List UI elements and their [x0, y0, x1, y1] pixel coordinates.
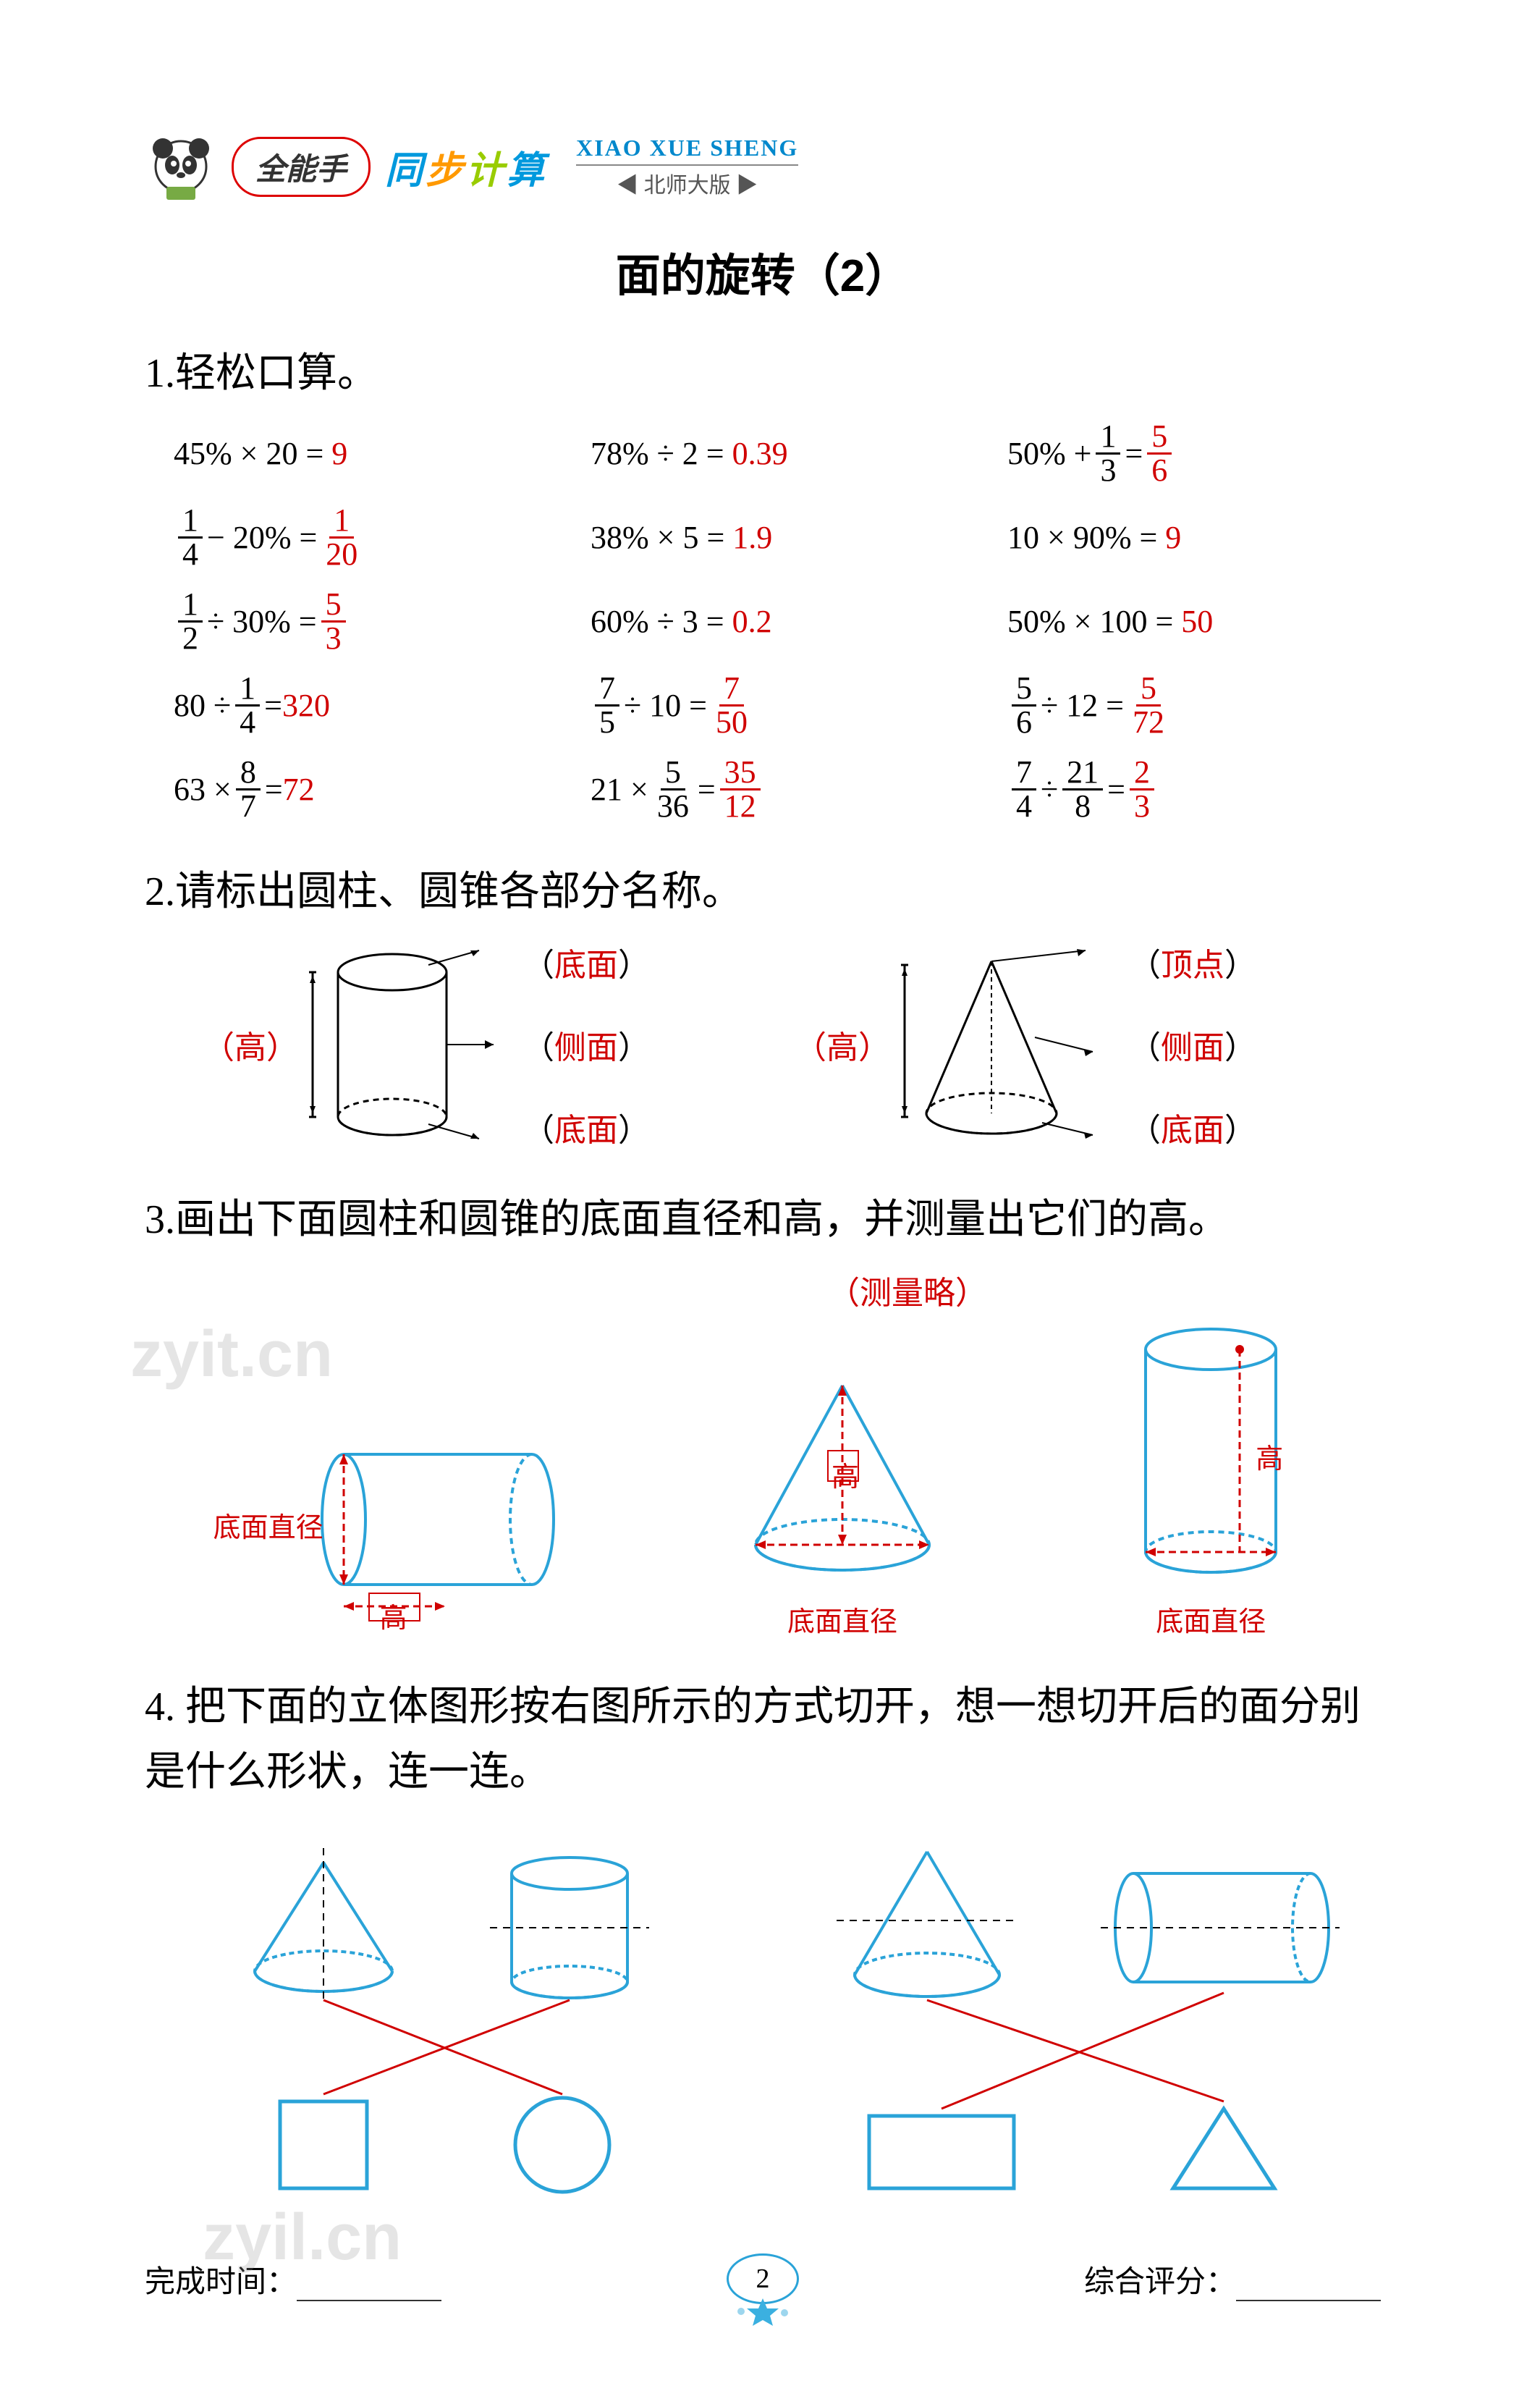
- q4-title: 4. 把下面的立体图形按右图所示的方式切开，想一想切开后的面分别是什么形状，连一…: [145, 1675, 1381, 1805]
- equation: 12 ÷ 30% = 53: [174, 589, 547, 654]
- equation: 10 × 90% = 9: [1007, 505, 1381, 570]
- equation: 50% + 13 = 56: [1007, 421, 1381, 486]
- page-number: 2: [727, 2253, 799, 2304]
- q4-figures: [145, 1834, 1381, 2196]
- equation: 45% × 20 = 9: [174, 421, 547, 486]
- equation: 14 − 20% = 120: [174, 505, 547, 570]
- diameter-label: 底面直径: [213, 1505, 323, 1545]
- q1-title: 1.轻松口算。: [145, 340, 1381, 399]
- q1-grid: 45% × 20 = 9 78% ÷ 2 = 0.39 50% + 13 = 5…: [174, 421, 1381, 822]
- equation: 63 × 87 = 72: [174, 756, 547, 822]
- q3-figures: 底面直径 高 高 底面直径: [145, 1320, 1381, 1639]
- label: （侧面）: [522, 1021, 650, 1068]
- equation: 78% ÷ 2 = 0.39: [591, 421, 964, 486]
- q2-figures: （高） （底面） （侧面）: [203, 939, 1381, 1150]
- page-header: 全能手 同步计算 XIAO XUE SHENG ◀ 北师大版 ▶: [145, 130, 1381, 203]
- q3-title: 3.画出下面圆柱和圆锥的底面直径和高，并测量出它们的高。: [145, 1186, 1381, 1245]
- height-label: （高）: [795, 1021, 890, 1068]
- label: （侧面）: [1129, 1021, 1256, 1068]
- equation: 50% × 100 = 50: [1007, 589, 1381, 654]
- q4-left-icon: [200, 1834, 707, 2196]
- diameter-label: 底面直径: [1109, 1599, 1312, 1639]
- star-decoration-icon: [727, 2297, 799, 2326]
- q3-note: （测量略）: [434, 1267, 1381, 1313]
- q2-title: 2.请标出圆柱、圆锥各部分名称。: [145, 859, 1381, 917]
- equation: 21 × 536 = 3512: [591, 756, 964, 822]
- label: （底面）: [1129, 1104, 1256, 1150]
- equation: 56 ÷ 12 = 572: [1007, 672, 1381, 738]
- header-pinyin: XIAO XUE SHENG: [576, 135, 798, 161]
- height-label: （高）: [203, 1021, 298, 1068]
- equation: 80 ÷ 14 = 320: [174, 672, 547, 738]
- label: （顶点）: [1129, 939, 1256, 985]
- page-title: 面的旋转（2）: [145, 239, 1381, 304]
- label: （底面）: [522, 939, 650, 985]
- header-publisher: ◀ 北师大版 ▶: [576, 164, 798, 199]
- footer-right: 综合评分：: [1084, 2257, 1381, 2301]
- cone-icon: [897, 943, 1114, 1146]
- equation: 74 ÷ 218 = 23: [1007, 756, 1381, 822]
- height-label: 高: [832, 1454, 859, 1494]
- cylinder-icon: [305, 943, 508, 1146]
- diameter-label: 底面直径: [712, 1599, 973, 1639]
- label: （底面）: [522, 1104, 650, 1150]
- height-label: 高: [380, 1595, 407, 1635]
- equation: 60% ÷ 3 = 0.2: [591, 589, 964, 654]
- header-badge: 全能手: [232, 137, 371, 197]
- header-logo: 同步计算: [385, 140, 547, 194]
- watermark: zyil.cn: [203, 2201, 402, 2275]
- panda-icon: [145, 130, 217, 203]
- height-label: 高: [1256, 1436, 1283, 1476]
- equation: 38% × 5 = 1.9: [591, 505, 964, 570]
- equation: 75 ÷ 10 = 750: [591, 672, 964, 738]
- header-right: XIAO XUE SHENG ◀ 北师大版 ▶: [576, 135, 798, 199]
- q4-right-icon: [818, 1834, 1361, 2196]
